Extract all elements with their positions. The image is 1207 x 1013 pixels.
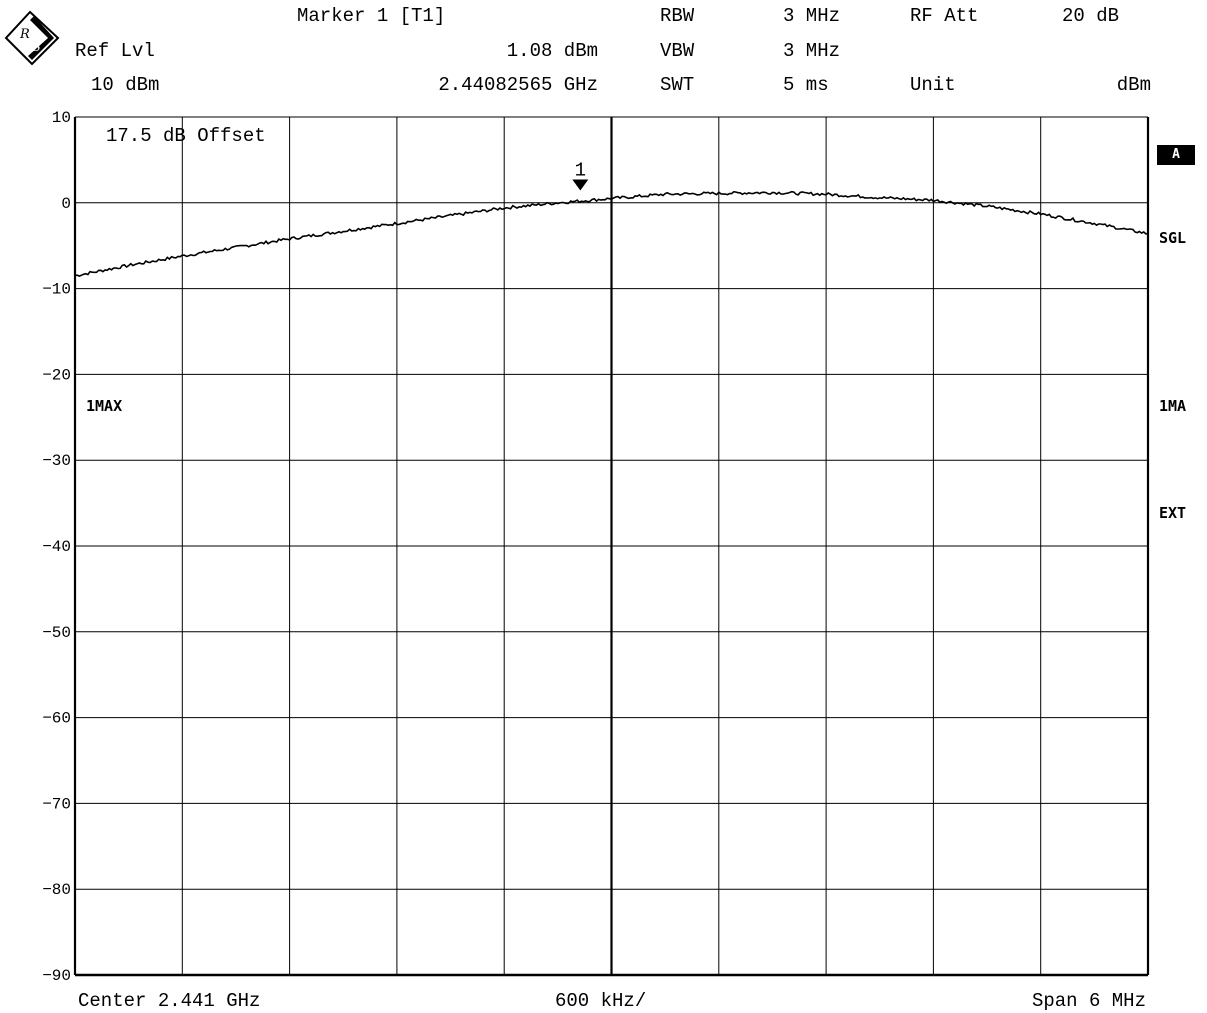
y-tick-label: −60 [42,710,71,728]
y-tick-label: 10 [52,109,71,127]
marker-frequency: 2.44082565 GHz [438,74,598,96]
svg-text:S: S [32,40,41,55]
trace-a-badge: A [1157,145,1195,165]
sgl-label: SGL [1159,229,1187,247]
center-frequency: Center 2.441 GHz [78,990,261,1012]
swt-value: 5 ms [783,74,829,96]
marker-level: 1.08 dBm [506,40,598,62]
y-tick-label: −90 [42,967,71,985]
vbw-value: 3 MHz [783,40,841,62]
y-tick-labels: 10 0 −10 −20 −30 −40 −50 −60 −70 −80 −90 [42,109,71,985]
rohde-schwarz-logo: R S [4,10,60,66]
trace-label-left: 1MAX [86,397,123,415]
ref-lvl-label: Ref Lvl [75,40,155,62]
y-tick-label: −80 [42,881,71,899]
marker-number: 1 [575,160,586,182]
offset-annotation: 17.5 dB Offset [106,125,266,147]
trace-line [74,190,1149,277]
svg-text:R: R [19,27,30,42]
y-tick-label: 0 [61,195,71,213]
marker-title: Marker 1 [T1] [297,5,446,27]
y-tick-label: −20 [42,366,71,384]
y-tick-label: −50 [42,624,71,642]
y-tick-label: −70 [42,795,71,813]
unit-label: Unit [910,74,956,96]
span-per-division: 600 kHz/ [555,990,647,1012]
ref-lvl-value: 10 dBm [91,74,160,96]
swt-label: SWT [660,74,695,96]
grid-lines [73,116,1150,977]
rf-att-label: RF Att [910,5,979,27]
rbw-label: RBW [660,5,695,27]
rbw-value: 3 MHz [783,5,841,27]
trace-right-label: 1MA [1159,397,1187,415]
vbw-label: VBW [660,40,695,62]
rf-att-value: 20 dB [1062,5,1120,27]
ext-label: EXT [1159,504,1187,522]
span-frequency: Span 6 MHz [1031,990,1146,1012]
unit-value: dBm [1116,74,1151,96]
y-tick-label: −30 [42,452,71,470]
y-tick-label: −40 [42,538,71,556]
y-tick-label: −10 [42,281,71,299]
marker-triangle [572,179,589,191]
